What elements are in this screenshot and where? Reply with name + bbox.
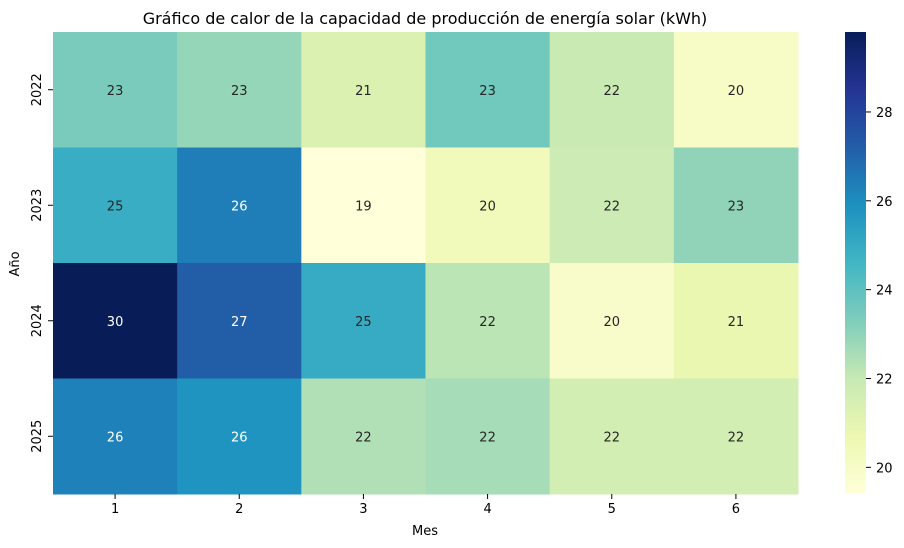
y-tick-label: 2024: [30, 304, 45, 337]
cell-value-label: 22: [479, 430, 496, 445]
heatmap-cell: [53, 378, 178, 495]
heatmap-cell: [177, 32, 302, 148]
cell-value-label: 30: [107, 315, 124, 330]
chart-title: Gráfico de calor de la capacidad de prod…: [143, 9, 708, 28]
x-tick-label: 1: [111, 502, 119, 517]
colorbar-tick-label: 24: [876, 284, 893, 299]
heatmap-cell: [301, 147, 426, 264]
cell-value-label: 20: [479, 199, 496, 214]
cell-value-label: 25: [107, 199, 124, 214]
cell-value-label: 22: [603, 199, 620, 214]
heatmap-cell: [53, 147, 178, 264]
cell-value-label: 22: [479, 315, 496, 330]
heatmap-cell: [301, 32, 426, 148]
y-tick-label: 2022: [30, 73, 45, 106]
cell-value-label: 20: [728, 84, 745, 99]
cell-value-label: 22: [355, 430, 372, 445]
heatmap-cell: [549, 263, 675, 379]
cell-value-label: 26: [231, 430, 248, 445]
heatmap-cell: [549, 378, 675, 495]
heatmap-cell: [177, 147, 302, 264]
cell-value-label: 20: [603, 315, 620, 330]
x-tick-label: 4: [483, 502, 491, 517]
x-tick-label: 6: [732, 502, 740, 517]
colorbar-tick-label: 20: [876, 461, 893, 476]
heatmap-cell: [549, 147, 675, 264]
heatmap-cell: [425, 32, 551, 148]
cell-value-label: 19: [355, 199, 372, 214]
cell-value-label: 23: [231, 84, 248, 99]
x-axis-label: Mes: [412, 524, 438, 539]
cell-value-label: 26: [231, 199, 248, 214]
heatmap-cell: [177, 263, 302, 379]
cell-value-label: 26: [107, 430, 124, 445]
y-axis: 2022 2023 2024 2025: [30, 73, 53, 453]
heatmap-cell: [425, 147, 551, 264]
cell-value-label: 22: [603, 84, 620, 99]
x-tick-label: 5: [608, 502, 616, 517]
heatmap-cell: [177, 378, 302, 495]
y-axis-label: Año: [8, 251, 23, 276]
cell-value-label: 22: [603, 430, 620, 445]
cell-value-label: 23: [479, 84, 496, 99]
cell-value-label: 27: [231, 315, 248, 330]
cell-value-label: 23: [107, 84, 124, 99]
cell-value-label: 21: [355, 84, 372, 99]
heatmap-cell: [301, 378, 426, 495]
cell-value-label: 21: [728, 315, 745, 330]
heatmap-cell: [301, 263, 426, 379]
heatmap-cell: [53, 32, 178, 148]
heatmap-cell: [673, 378, 799, 495]
heatmap-cell: [673, 32, 799, 148]
heatmap-cells: 23 23 21 23 22 20 25 26 19 20 22 23 30 27 25 22 20 21 26 26…: [53, 32, 799, 495]
colorbar-axis: 20 22 24 26 28: [866, 106, 893, 476]
y-tick-label: 2023: [30, 189, 45, 222]
cell-value-label: 23: [728, 199, 745, 214]
heatmap-cell: [425, 263, 551, 379]
y-tick-label: 2025: [30, 420, 45, 453]
x-tick-label: 3: [359, 502, 367, 517]
cell-value-label: 22: [728, 430, 745, 445]
colorbar: [845, 32, 866, 494]
x-axis: 1 2 3 4 5 6: [111, 494, 740, 517]
heatmap-cell: [549, 32, 675, 148]
heatmap-cell: [425, 378, 551, 495]
heatmap-cell: [673, 147, 799, 264]
heatmap-cell: [673, 263, 799, 379]
colorbar-tick-label: 26: [876, 195, 893, 210]
cell-value-label: 25: [355, 315, 372, 330]
x-tick-label: 2: [235, 502, 243, 517]
colorbar-tick-label: 28: [876, 106, 893, 121]
heatmap-cell: [53, 263, 178, 379]
colorbar-tick-label: 22: [876, 373, 893, 388]
